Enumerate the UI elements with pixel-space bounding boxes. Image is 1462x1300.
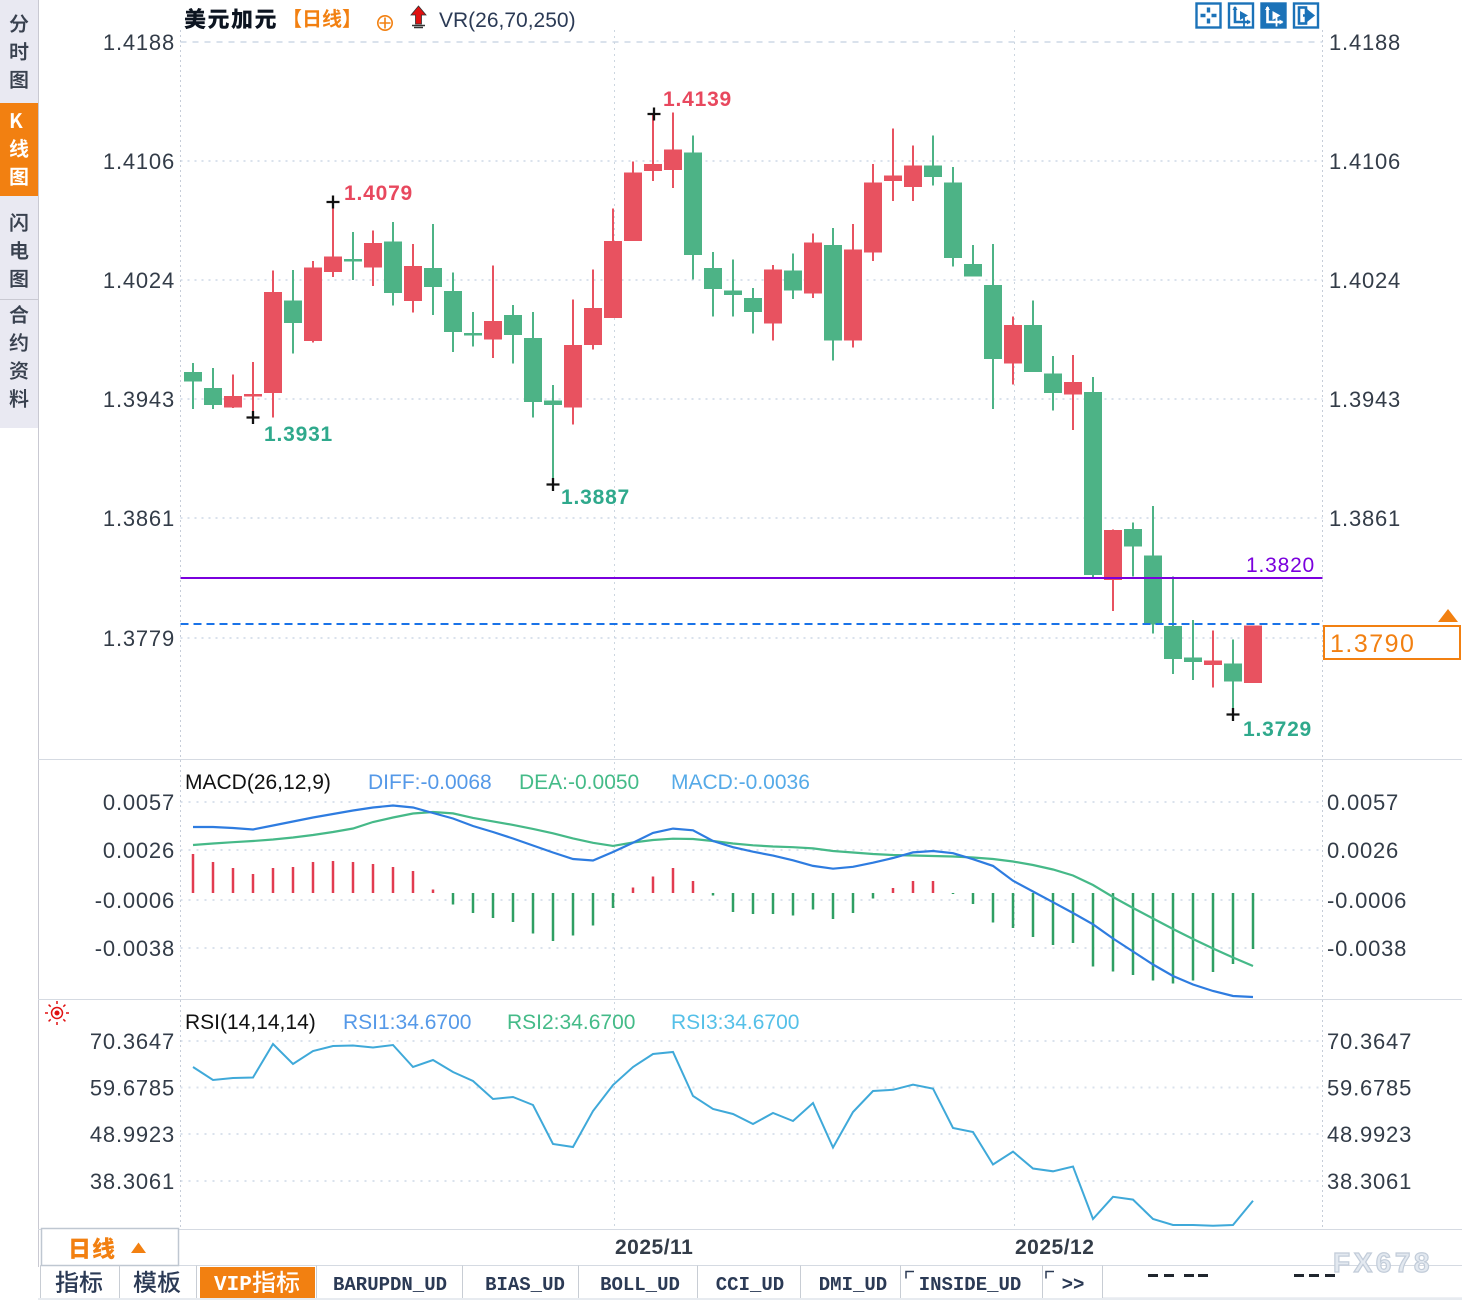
svg-text:1.4139: 1.4139 (663, 88, 732, 111)
svg-text:RSI3:34.6700: RSI3:34.6700 (671, 1011, 799, 1034)
svg-text:1.3729: 1.3729 (1243, 718, 1312, 741)
svg-text:1.3820: 1.3820 (1246, 554, 1315, 577)
svg-text:-0.0038: -0.0038 (95, 936, 175, 961)
svg-text:70.3647: 70.3647 (1327, 1029, 1412, 1054)
svg-text:BARUPDN_UD: BARUPDN_UD (333, 1274, 447, 1296)
svg-text:2025/12: 2025/12 (1015, 1236, 1094, 1259)
svg-text:-0.0006: -0.0006 (95, 888, 175, 913)
svg-text:38.3061: 38.3061 (90, 1169, 175, 1194)
svg-text:1.3861: 1.3861 (1329, 506, 1401, 531)
svg-text:RSI(14,14,14): RSI(14,14,14) (185, 1011, 316, 1034)
svg-text:RSI1:34.6700: RSI1:34.6700 (343, 1011, 471, 1034)
svg-text:38.3061: 38.3061 (1327, 1169, 1412, 1194)
svg-text:1.4024: 1.4024 (103, 268, 175, 293)
svg-text:1.4188: 1.4188 (1329, 30, 1401, 55)
svg-text:BIAS_UD: BIAS_UD (485, 1274, 565, 1296)
svg-text:1.3943: 1.3943 (1329, 387, 1401, 412)
svg-text:0.0057: 0.0057 (103, 790, 175, 815)
svg-text:CCI_UD: CCI_UD (716, 1274, 784, 1296)
svg-text:-0.0006: -0.0006 (1327, 888, 1407, 913)
svg-text:RSI2:34.6700: RSI2:34.6700 (507, 1011, 635, 1034)
svg-text:48.9923: 48.9923 (90, 1122, 175, 1147)
svg-text:1.3943: 1.3943 (103, 387, 175, 412)
svg-text:BOLL_UD: BOLL_UD (600, 1274, 680, 1296)
svg-text:MACD:-0.0036: MACD:-0.0036 (671, 771, 810, 794)
svg-text:1.3790: 1.3790 (1330, 630, 1415, 658)
svg-text:0.0026: 0.0026 (103, 838, 175, 863)
svg-text:1.3887: 1.3887 (561, 486, 630, 509)
svg-text:0.0026: 0.0026 (1327, 838, 1399, 863)
svg-text:INSIDE_UD: INSIDE_UD (919, 1274, 1022, 1296)
svg-text:VIP: VIP (214, 1274, 252, 1297)
svg-text:1.3861: 1.3861 (103, 506, 175, 531)
svg-text:MACD(26,12,9): MACD(26,12,9) (185, 771, 331, 794)
svg-text:1.4024: 1.4024 (1329, 268, 1401, 293)
svg-text:-0.0038: -0.0038 (1327, 936, 1407, 961)
svg-text:1.4188: 1.4188 (103, 30, 175, 55)
svg-text:1.4079: 1.4079 (344, 182, 413, 205)
svg-text:59.6785: 59.6785 (1327, 1076, 1412, 1101)
svg-text:DIFF:-0.0068: DIFF:-0.0068 (368, 771, 492, 794)
svg-text:FX678: FX678 (1333, 1247, 1433, 1278)
svg-text:2025/11: 2025/11 (615, 1236, 693, 1259)
svg-text:59.6785: 59.6785 (90, 1076, 175, 1101)
svg-text:>>: >> (1062, 1274, 1085, 1296)
svg-text:70.3647: 70.3647 (90, 1029, 175, 1054)
svg-text:DEA:-0.0050: DEA:-0.0050 (519, 771, 639, 794)
svg-text:1.4106: 1.4106 (103, 149, 175, 174)
svg-text:VR(26,70,250): VR(26,70,250) (439, 9, 576, 32)
svg-text:0.0057: 0.0057 (1327, 790, 1399, 815)
svg-text:DMI_UD: DMI_UD (819, 1274, 887, 1296)
svg-text:1.3779: 1.3779 (103, 626, 175, 651)
svg-text:1.3931: 1.3931 (264, 423, 333, 446)
svg-text:1.4106: 1.4106 (1329, 149, 1401, 174)
svg-text:48.9923: 48.9923 (1327, 1122, 1412, 1147)
